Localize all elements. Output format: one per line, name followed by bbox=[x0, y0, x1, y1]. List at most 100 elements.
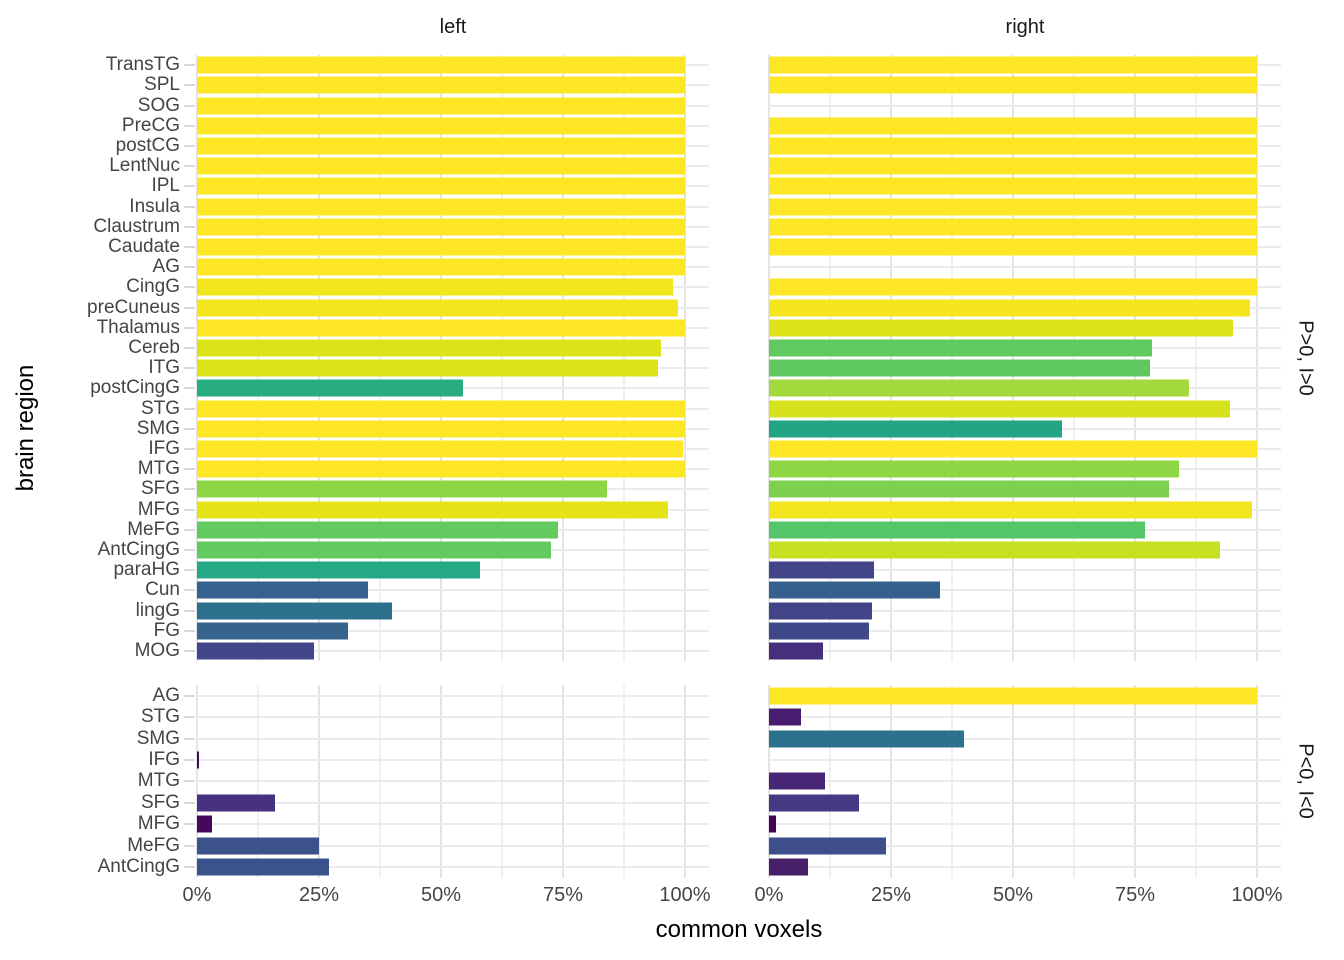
region-label-row: preCuneus bbox=[0, 297, 197, 318]
bar-row bbox=[769, 621, 1281, 641]
y-tick-mark bbox=[184, 694, 195, 697]
bar-row bbox=[769, 540, 1281, 560]
bar-row bbox=[769, 459, 1281, 479]
gridline-horizontal bbox=[197, 823, 709, 826]
bar-row bbox=[197, 156, 709, 176]
y-tick-mark bbox=[184, 609, 195, 612]
gridline-major bbox=[318, 55, 320, 661]
y-tick-mark bbox=[184, 801, 195, 804]
bar-lingG-right bbox=[769, 602, 872, 620]
bar-row bbox=[769, 479, 1281, 499]
bar-SMG-right bbox=[769, 420, 1062, 438]
gridline-horizontal bbox=[197, 759, 709, 762]
y-tick-mark bbox=[184, 346, 195, 349]
bar-PreCG-right bbox=[769, 117, 1257, 135]
panel-left-bottom_facet bbox=[196, 685, 709, 878]
bar-MOG-left bbox=[197, 642, 315, 660]
bar-MeFG-left bbox=[197, 521, 559, 539]
facet-strip-bottom: P<0, I<0 bbox=[1294, 743, 1317, 819]
bar-row bbox=[769, 297, 1281, 317]
y-tick-mark bbox=[184, 528, 195, 531]
x-tick-label: 100% bbox=[1231, 884, 1283, 906]
region-label-row: SFG bbox=[0, 478, 197, 499]
gridline-major bbox=[1256, 55, 1258, 661]
panel-right-top_facet bbox=[768, 55, 1281, 661]
bar-row bbox=[769, 560, 1281, 580]
region-label-row: Cereb bbox=[0, 337, 197, 358]
region-label: SOG bbox=[137, 94, 180, 116]
bar-rows bbox=[197, 685, 709, 878]
region-label-row: SMG bbox=[0, 418, 197, 439]
gridline-horizontal bbox=[769, 737, 1281, 740]
bar-row bbox=[769, 439, 1281, 459]
bar-postCG-right bbox=[769, 137, 1257, 155]
bar-Claustrum-right bbox=[769, 218, 1257, 236]
gridline-minor bbox=[257, 55, 259, 661]
bar-Insula-right bbox=[769, 198, 1257, 216]
gridline-horizontal bbox=[769, 759, 1281, 762]
region-label-row: lingG bbox=[0, 600, 197, 621]
region-label-row: Insula bbox=[0, 195, 197, 217]
bar-ITG-right bbox=[769, 359, 1150, 377]
region-label: Insula bbox=[129, 195, 180, 217]
bar-row bbox=[769, 338, 1281, 358]
gridline-horizontal bbox=[769, 104, 1281, 107]
bar-SPL-left bbox=[197, 76, 685, 94]
y-tick-mark bbox=[184, 716, 195, 719]
region-label: MeFG bbox=[127, 834, 180, 856]
bar-row bbox=[769, 237, 1281, 257]
region-label-row: AntCingG bbox=[0, 539, 197, 560]
region-label-row: MTG bbox=[0, 770, 197, 792]
bar-PreCG-left bbox=[197, 117, 685, 135]
gridline-major bbox=[768, 55, 770, 661]
gridline-horizontal bbox=[197, 866, 709, 869]
bar-Cereb-left bbox=[197, 339, 661, 357]
region-label-row: IPL bbox=[0, 175, 197, 196]
gridline-minor bbox=[951, 55, 953, 661]
region-label: Cun bbox=[145, 579, 180, 601]
y-tick-mark bbox=[184, 387, 195, 390]
region-label: SPL bbox=[144, 74, 180, 96]
bar-MTG-right bbox=[769, 460, 1179, 478]
region-label: MTG bbox=[137, 770, 180, 792]
bar-rows bbox=[197, 55, 709, 661]
bar-AntCingG-right bbox=[769, 541, 1221, 559]
region-label: STG bbox=[140, 397, 180, 419]
bar-row bbox=[197, 116, 709, 136]
bar-row bbox=[197, 771, 709, 792]
bar-AG-left bbox=[197, 258, 685, 276]
bar-MeFG-left bbox=[197, 837, 319, 855]
region-label: postCG bbox=[115, 134, 180, 156]
bar-row bbox=[769, 771, 1281, 792]
gridline-horizontal bbox=[769, 569, 1281, 572]
gridline-major bbox=[1134, 55, 1136, 661]
region-label-row: MeFG bbox=[0, 519, 197, 540]
bar-row bbox=[197, 217, 709, 237]
region-label: LentNuc bbox=[109, 155, 180, 177]
region-label-row: MOG bbox=[0, 640, 197, 661]
gridline-horizontal bbox=[197, 609, 709, 612]
region-label-row: SFG bbox=[0, 792, 197, 813]
bar-row bbox=[197, 196, 709, 216]
bar-IPL-right bbox=[769, 177, 1257, 195]
y-tick-mark bbox=[184, 866, 195, 869]
gridline-horizontal bbox=[769, 649, 1281, 652]
bar-SMG-left bbox=[197, 420, 685, 438]
gridline-horizontal bbox=[197, 801, 709, 804]
gridline-horizontal bbox=[197, 844, 709, 847]
region-label: ITG bbox=[148, 357, 180, 379]
region-label: TransTG bbox=[105, 54, 180, 76]
bar-row bbox=[197, 378, 709, 398]
bar-SMG-right bbox=[769, 730, 965, 748]
bar-preCuneus-right bbox=[769, 299, 1250, 317]
bar-MFG-left bbox=[197, 815, 212, 833]
bar-TransTG-right bbox=[769, 56, 1257, 74]
y-tick-mark bbox=[184, 407, 195, 410]
gridline-minor bbox=[501, 55, 503, 661]
region-label: SMG bbox=[136, 727, 180, 749]
bar-row bbox=[769, 600, 1281, 620]
region-label-row: MeFG bbox=[0, 835, 197, 856]
bar-row bbox=[769, 257, 1281, 277]
bar-STG-left bbox=[197, 400, 685, 418]
region-label-row: AntCingG bbox=[0, 856, 197, 878]
